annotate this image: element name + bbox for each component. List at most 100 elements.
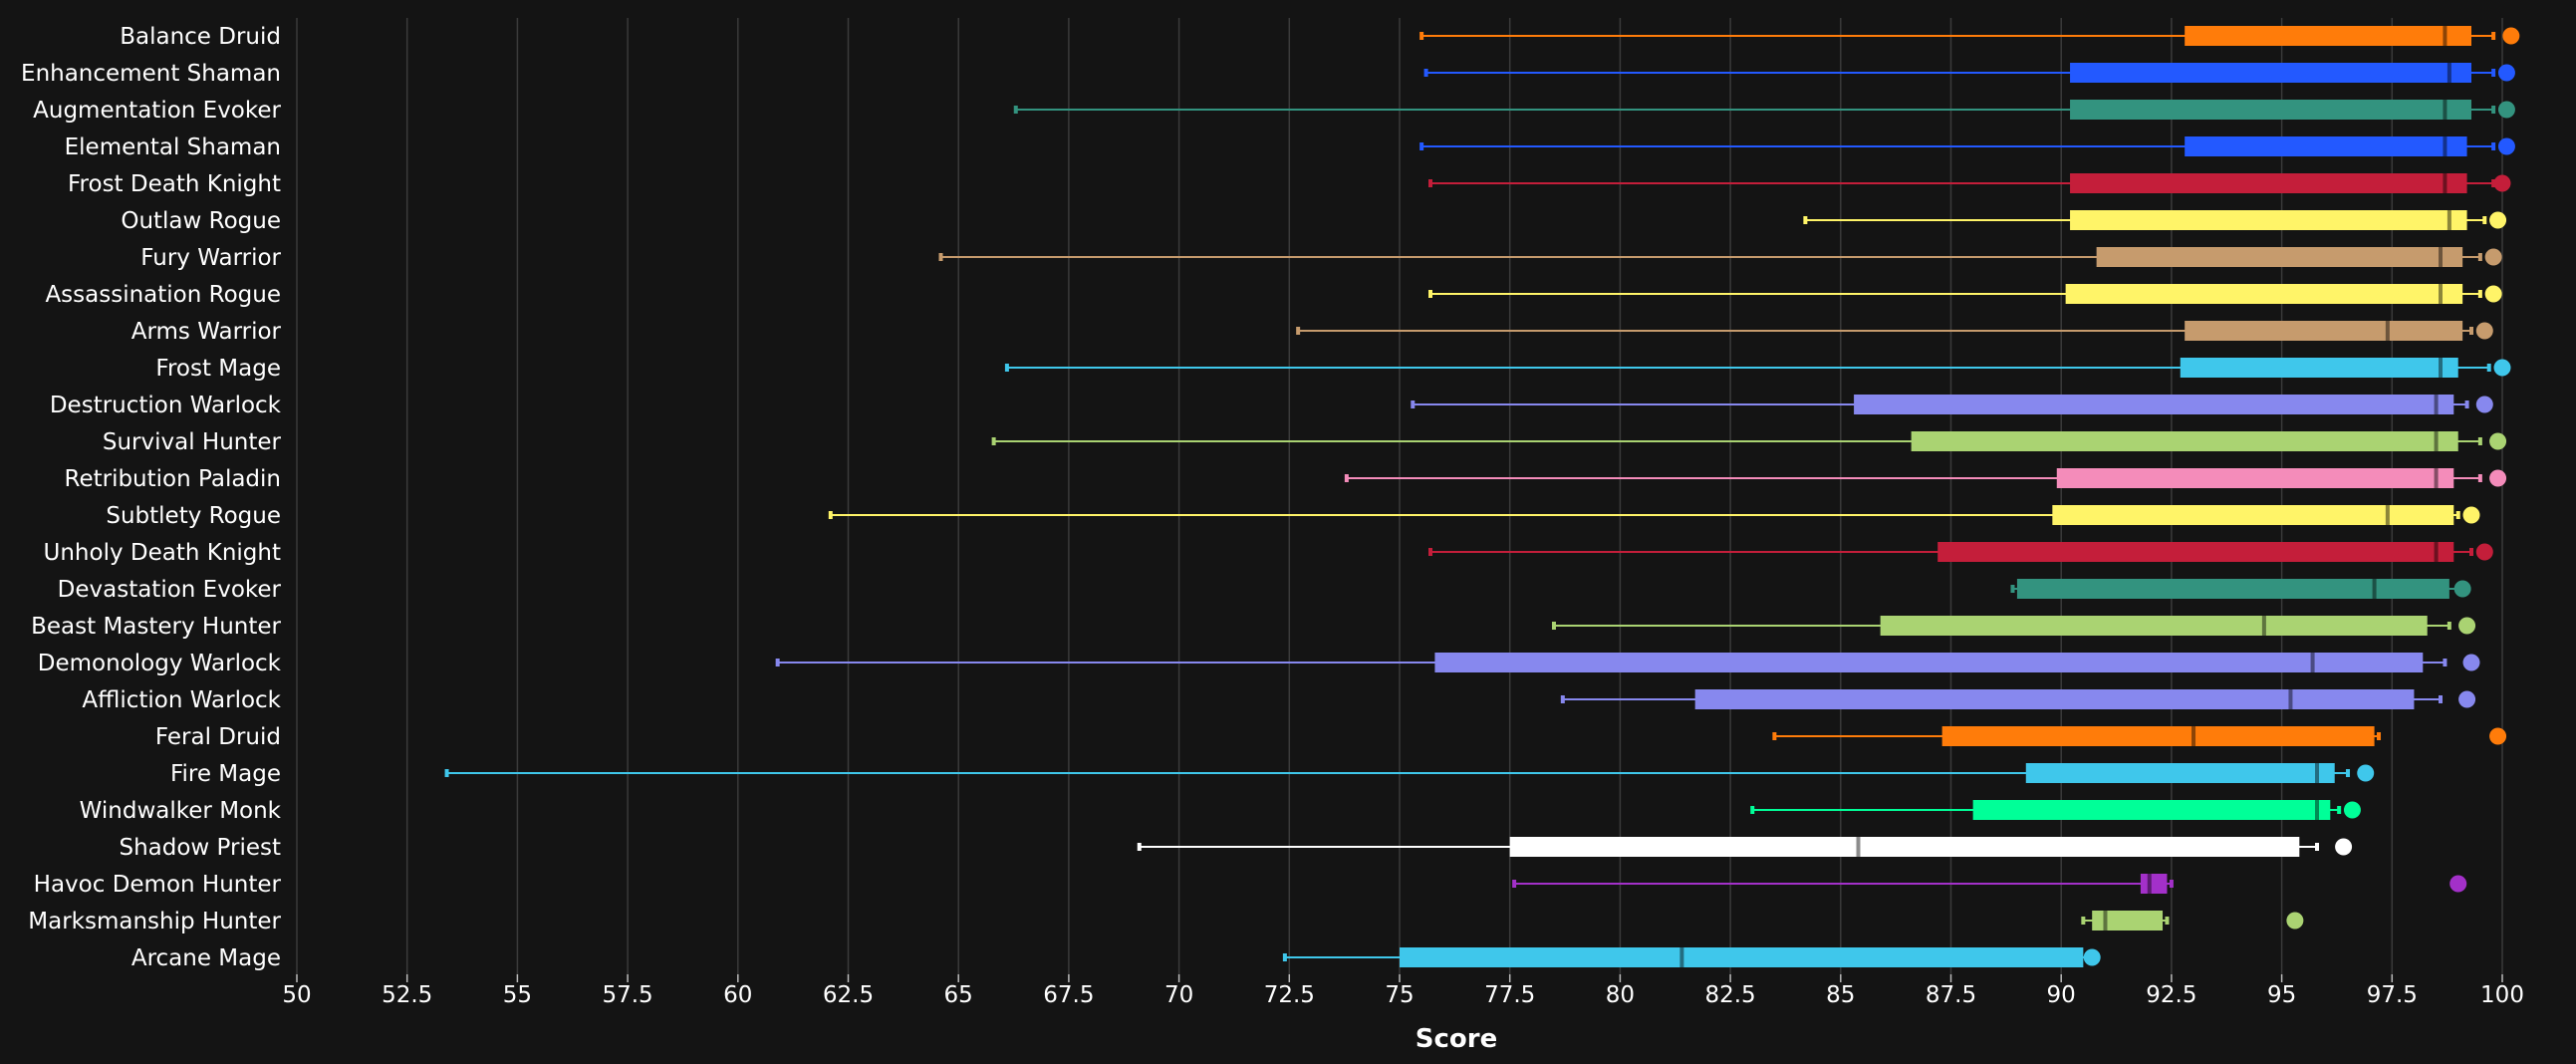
iqr-box [2065,284,2463,304]
x-tick-label: 92.5 [2146,982,2196,1008]
outlier-point [2475,543,2493,561]
outlier-point [2475,396,2493,413]
category-label: Marksmanship Hunter [28,909,281,934]
box-series [1411,395,2493,414]
outlier-point [2497,64,2515,82]
iqr-box [1509,837,2300,857]
category-label: Frost Mage [155,356,281,382]
category-label: Havoc Demon Hunter [34,872,282,898]
box-series [1282,947,2101,967]
x-tick-label: 55 [503,982,532,1008]
iqr-box [2025,763,2335,783]
outlier-point [2489,432,2507,450]
box-series [444,763,2375,783]
outlier-point [2493,359,2511,377]
iqr-box [2070,210,2467,230]
iqr-box [1972,800,2331,820]
outlier-point [2502,27,2520,45]
box-series [1512,874,2467,894]
x-tick-label: 70 [1164,982,1193,1008]
iqr-box [2052,505,2454,525]
iqr-box [2056,468,2454,488]
category-label: Shadow Priest [119,835,281,861]
category-label: Balance Druid [120,24,281,50]
iqr-box [2092,911,2164,931]
outlier-point [2458,617,2476,635]
box-series [1427,542,2493,562]
box-series [1419,26,2520,46]
iqr-box [2096,247,2463,267]
box-series [1344,468,2507,488]
iqr-box [2185,136,2467,156]
x-tick-label: 97.5 [2367,982,2418,1008]
x-tick-label: 67.5 [1043,982,1094,1008]
iqr-box [2180,358,2458,378]
series-group [444,26,2520,967]
outlier-point [2484,248,2502,266]
iqr-box [1911,431,2458,451]
category-axis: Balance Druid Enhancement Shaman Augmentat… [21,24,282,971]
iqr-box [1694,689,2415,709]
outlier-point [2286,912,2304,930]
category-label: Elemental Shaman [65,134,281,160]
category-label: Fury Warrior [140,245,281,271]
outlier-point [2335,838,2353,856]
outlier-point [2357,764,2375,782]
iqr-box [2140,874,2168,894]
x-tick-label: 72.5 [1264,982,1315,1008]
outlier-point [2489,211,2507,229]
iqr-box [2070,63,2472,83]
iqr-box [1941,726,2375,746]
category-label: Arms Warrior [131,319,282,345]
outlier-point [2458,690,2476,708]
outlier-point [2462,654,2480,671]
x-tick-label: 100 [2480,982,2524,1008]
outlier-point [2343,801,2361,819]
x-tick-label: 52.5 [382,982,432,1008]
iqr-box [2185,26,2472,46]
category-label: Subtlety Rogue [106,503,281,529]
category-label: Enhancement Shaman [21,61,281,87]
x-tick-label: 95 [2267,982,2296,1008]
box-series [1750,800,2361,820]
x-tick-label: 75 [1385,982,1414,1008]
category-label: Feral Druid [155,724,281,750]
box-series [1803,210,2507,230]
gridlines [296,18,2503,974]
x-tick-label: 62.5 [823,982,874,1008]
x-tick-label: 85 [1826,982,1855,1008]
x-tick-label: 82.5 [1704,982,1755,1008]
box-series [2010,579,2471,599]
category-label: Retribution Paladin [65,466,282,492]
category-label: Frost Death Knight [68,171,281,197]
box-series [2081,911,2304,931]
iqr-box [2185,321,2463,341]
iqr-box [1937,542,2454,562]
outlier-point [2497,137,2515,155]
outlier-point [2489,469,2507,487]
box-series [775,653,2480,672]
category-label: Assassination Rogue [45,282,281,308]
box-series [1137,837,2353,857]
outlier-point [2489,727,2507,745]
box-series [1427,284,2502,304]
category-label: Unholy Death Knight [44,540,281,566]
outlier-point [2449,875,2467,893]
box-series [1423,63,2515,83]
category-label: Windwalker Monk [80,798,282,824]
x-tick-label: 60 [723,982,752,1008]
outlier-point [2462,506,2480,524]
outlier-point [2484,285,2502,303]
category-label: Augmentation Evoker [33,98,281,124]
box-series [828,505,2480,525]
category-label: Arcane Mage [131,945,281,971]
box-series [1560,689,2476,709]
x-axis-title: Score [1416,1024,1497,1054]
category-label: Demonology Warlock [38,651,282,676]
iqr-box [1880,616,2428,636]
box-series [1296,321,2493,341]
box-series [1004,358,2511,378]
category-label: Fire Mage [170,761,281,787]
box-series [1419,136,2515,156]
